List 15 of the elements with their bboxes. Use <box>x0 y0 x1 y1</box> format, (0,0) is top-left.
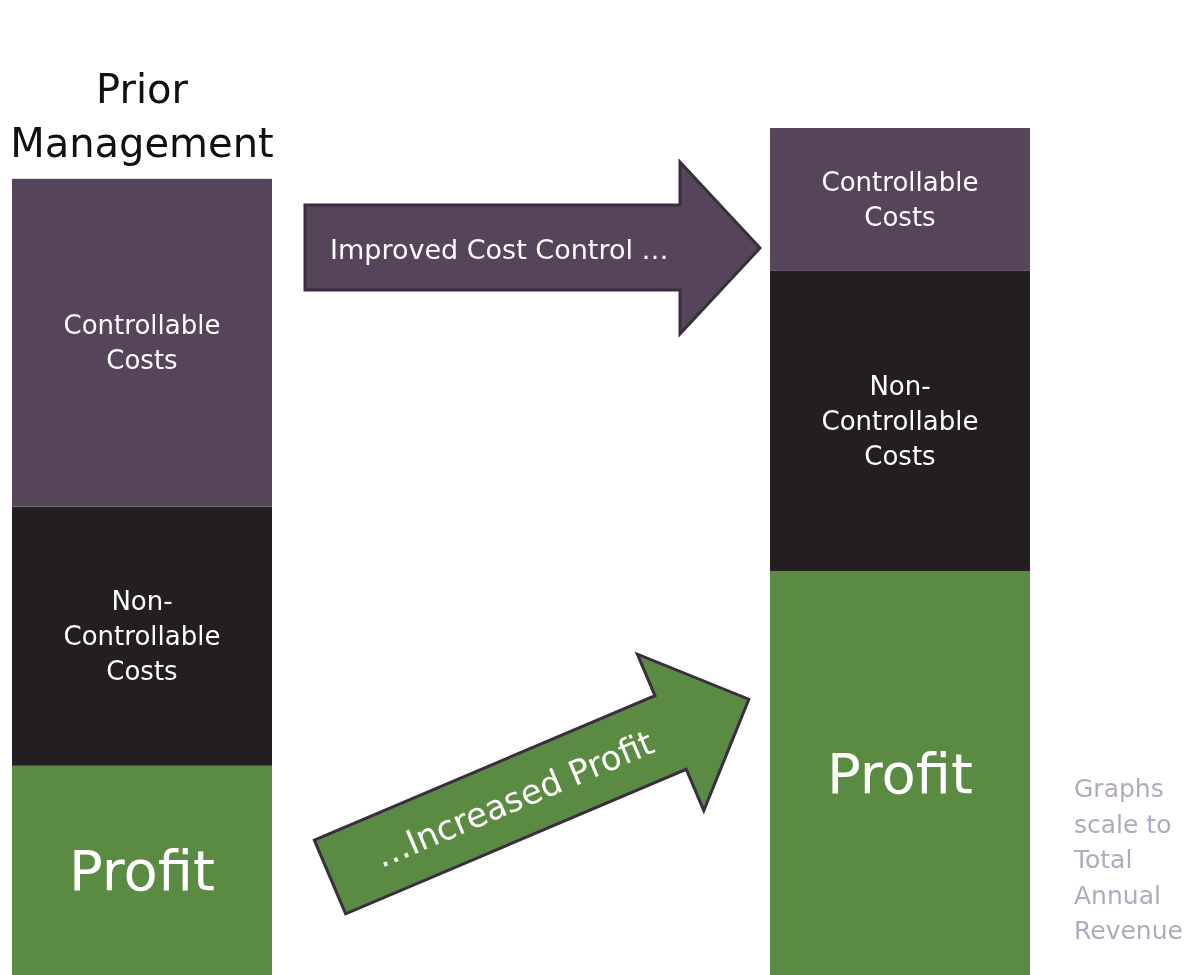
bar <box>770 570 1030 975</box>
text: Non-Controllable Costs <box>63 586 221 687</box>
series-label: Controllable Costs <box>821 166 979 232</box>
annotation: Improved Cost Control … <box>330 233 669 265</box>
text: Controllable Costs <box>63 310 221 376</box>
bar <box>12 765 272 975</box>
text: Profit <box>826 740 974 806</box>
bar <box>770 128 1030 271</box>
series-label: Profit <box>68 837 216 903</box>
x-tick-label: Prior Management <box>10 65 274 166</box>
annotation: Graphs scale to Total Annual Revenue <box>1073 774 1183 945</box>
series-label: Non-Controllable Costs <box>821 370 979 471</box>
bar <box>12 506 272 766</box>
bar <box>12 178 272 507</box>
bar <box>770 270 1030 571</box>
